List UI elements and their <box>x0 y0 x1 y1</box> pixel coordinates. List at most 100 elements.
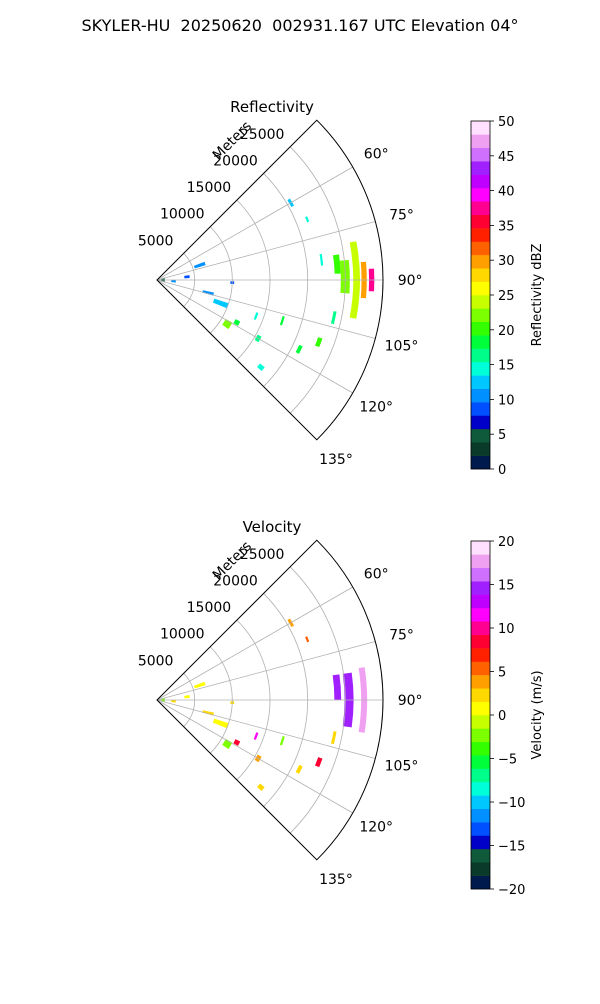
sector-frame <box>156 119 384 441</box>
colorbar-swatch <box>471 875 490 890</box>
echo-patch <box>253 732 259 740</box>
echo-patch <box>233 739 241 746</box>
colorbar-swatch <box>471 402 490 416</box>
radial-tick-label: 20000 <box>213 573 258 589</box>
echo-patch <box>222 318 233 330</box>
echo-patch <box>305 636 310 643</box>
colorbar-swatch <box>471 661 490 676</box>
angle-tick-label: 75° <box>389 207 414 223</box>
colorbar-tick-label: 35 <box>498 219 515 234</box>
colorbar-swatch <box>471 541 490 555</box>
chart-title: Velocity <box>243 518 302 536</box>
radial-tick-label: 20000 <box>213 153 258 169</box>
echo-patch <box>212 718 229 729</box>
echo-patch <box>253 312 259 320</box>
angle-tick-label: 105° <box>385 759 419 775</box>
radial-tick-label: 5000 <box>138 233 174 249</box>
colorbar-tick-label: 20 <box>498 535 515 550</box>
colorbar-swatch <box>471 594 490 609</box>
colorbar-swatch <box>471 241 490 256</box>
colorbar-swatch <box>471 348 490 363</box>
colorbar-tick-label: 10 <box>498 393 515 408</box>
colorbar-swatch <box>471 281 490 296</box>
colorbar-swatch <box>471 701 490 716</box>
colorbar-tick-label: 45 <box>498 150 515 165</box>
radial-tick-label: 25000 <box>240 547 285 563</box>
colorbar-swatch <box>471 768 490 783</box>
colorbar-tick-label: −10 <box>498 796 525 811</box>
angular-gridline <box>156 699 376 759</box>
colorbar-swatch <box>471 201 490 215</box>
figure-title: SKYLER-HU 20250620 002931.167 UTC Elevat… <box>81 16 519 35</box>
colorbar-swatch <box>471 375 490 389</box>
colorbar-tick-label: −20 <box>498 883 525 898</box>
sector-frame <box>156 539 384 861</box>
angle-tick-label: 75° <box>389 627 414 643</box>
colorbar-swatch <box>471 715 490 729</box>
colorbar-tick-label: −5 <box>498 753 517 768</box>
echo-patch <box>333 254 341 274</box>
colorbar-swatch <box>471 308 490 323</box>
echo-patch <box>184 275 190 279</box>
radial-tick-label: 10000 <box>160 627 205 643</box>
echo-patch <box>314 337 323 348</box>
colorbar-tick-label: 25 <box>498 289 515 304</box>
colorbar-swatch <box>471 581 490 595</box>
colorbar-tick-label: 30 <box>498 254 515 269</box>
echo-patch <box>295 764 303 774</box>
echo-patch <box>339 259 350 294</box>
angle-tick-label: 105° <box>385 339 419 355</box>
colorbar-swatch <box>471 254 490 269</box>
colorbar-tick-label: 50 <box>498 115 515 130</box>
colorbar-swatch <box>471 728 490 743</box>
echo-patch <box>330 731 337 745</box>
colorbar-swatch <box>471 621 490 635</box>
echo-patch <box>305 216 310 223</box>
colorbar-tick-label: −15 <box>498 840 525 855</box>
radial-tick-label: 25000 <box>240 127 285 143</box>
radial-tick-label: 5000 <box>138 653 174 669</box>
colorbar-swatch <box>471 755 490 769</box>
colorbar-swatch <box>471 648 490 662</box>
colorbar-swatch <box>471 781 490 796</box>
echo-patch <box>330 311 337 325</box>
angle-tick-label: 60° <box>364 146 389 162</box>
colorbar-swatch <box>471 455 490 470</box>
colorbar-swatch <box>471 634 490 649</box>
colorbar-tick-label: 5 <box>498 428 506 443</box>
polar-chart-1: Reflectivity500010000150002000025000Mete… <box>138 98 545 478</box>
colorbar-swatch <box>471 567 490 582</box>
colorbar-swatch <box>471 295 490 309</box>
colorbar-tick-label: 5 <box>498 666 506 681</box>
echo-patch <box>193 261 206 269</box>
echo-layer <box>160 198 375 371</box>
colorbar-label: Reflectivity dBZ <box>530 244 545 347</box>
chart-title: Reflectivity <box>230 98 314 116</box>
angular-gridline <box>156 221 376 281</box>
colorbar-swatch <box>471 187 490 202</box>
angle-tick-label: 90° <box>398 273 423 289</box>
echo-patch <box>171 700 176 703</box>
colorbar-swatch <box>471 147 490 162</box>
colorbar-swatch <box>471 335 490 349</box>
angular-gridline <box>156 279 353 394</box>
angle-tick-label: 135° <box>319 452 353 468</box>
echo-patch <box>171 280 176 283</box>
echo-patch <box>332 674 342 700</box>
colorbar-swatch <box>471 174 490 189</box>
colorbar-tick-label: 15 <box>498 579 515 594</box>
echo-layer <box>160 618 368 791</box>
colorbar-swatch <box>471 428 490 443</box>
angular-gridline <box>156 641 376 701</box>
echo-patch <box>257 363 265 371</box>
angle-tick-label: 90° <box>398 693 423 709</box>
colorbar-swatch <box>471 808 490 823</box>
colorbar-swatch <box>471 228 490 242</box>
angular-gridline <box>156 279 376 339</box>
angle-tick-label: 60° <box>364 566 389 582</box>
echo-patch <box>279 736 285 746</box>
echo-patch <box>279 316 285 326</box>
colorbar-label: Velocity (m/s) <box>530 670 545 759</box>
